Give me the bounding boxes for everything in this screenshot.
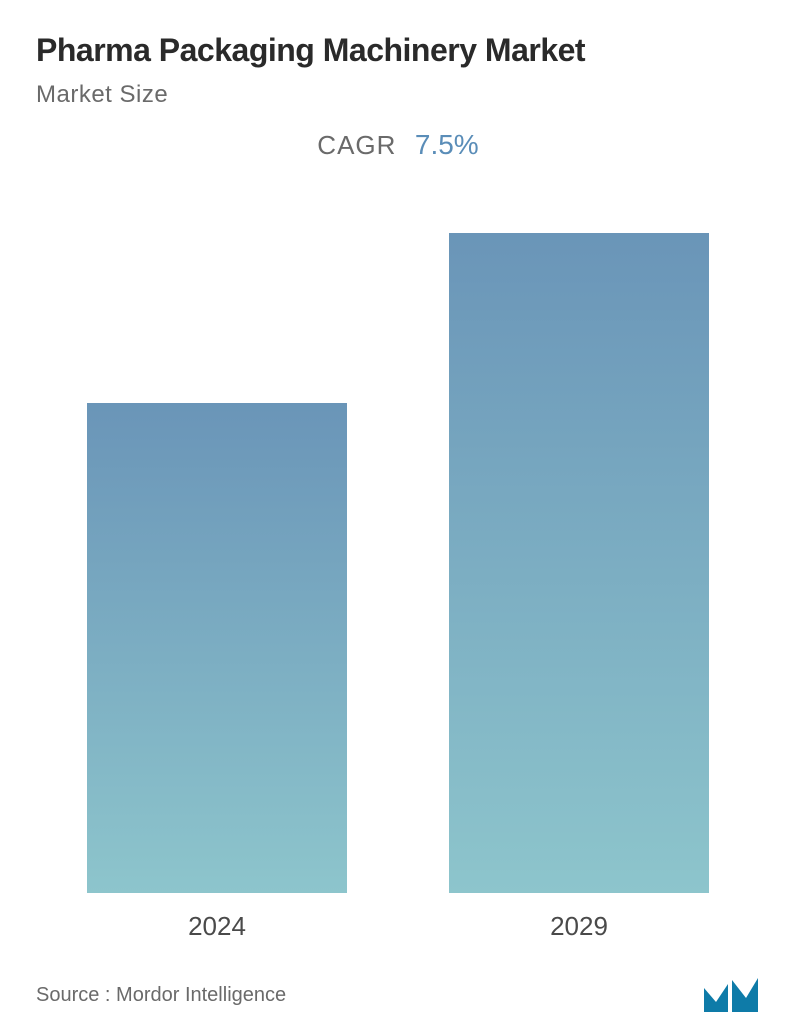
bar-1 [449, 233, 709, 893]
source-text: Source : Mordor Intelligence [36, 984, 286, 1007]
mordor-logo-icon [702, 976, 760, 1014]
bar-label-1: 2029 [550, 911, 608, 942]
chart-footer: Source : Mordor Intelligence [36, 952, 760, 1014]
chart-title: Pharma Packaging Machinery Market [36, 32, 760, 69]
chart-plot-area: 2024 2029 [36, 181, 760, 942]
cagr-row: CAGR 7.5% [36, 129, 760, 161]
bar-label-0: 2024 [188, 911, 246, 942]
cagr-value: 7.5% [415, 129, 479, 161]
chart-container: Pharma Packaging Machinery Market Market… [0, 0, 796, 1034]
cagr-label: CAGR [317, 130, 396, 161]
bar-0 [87, 403, 347, 893]
bar-group-0: 2024 [87, 403, 347, 942]
bar-group-1: 2029 [449, 233, 709, 942]
chart-subtitle: Market Size [36, 81, 760, 109]
